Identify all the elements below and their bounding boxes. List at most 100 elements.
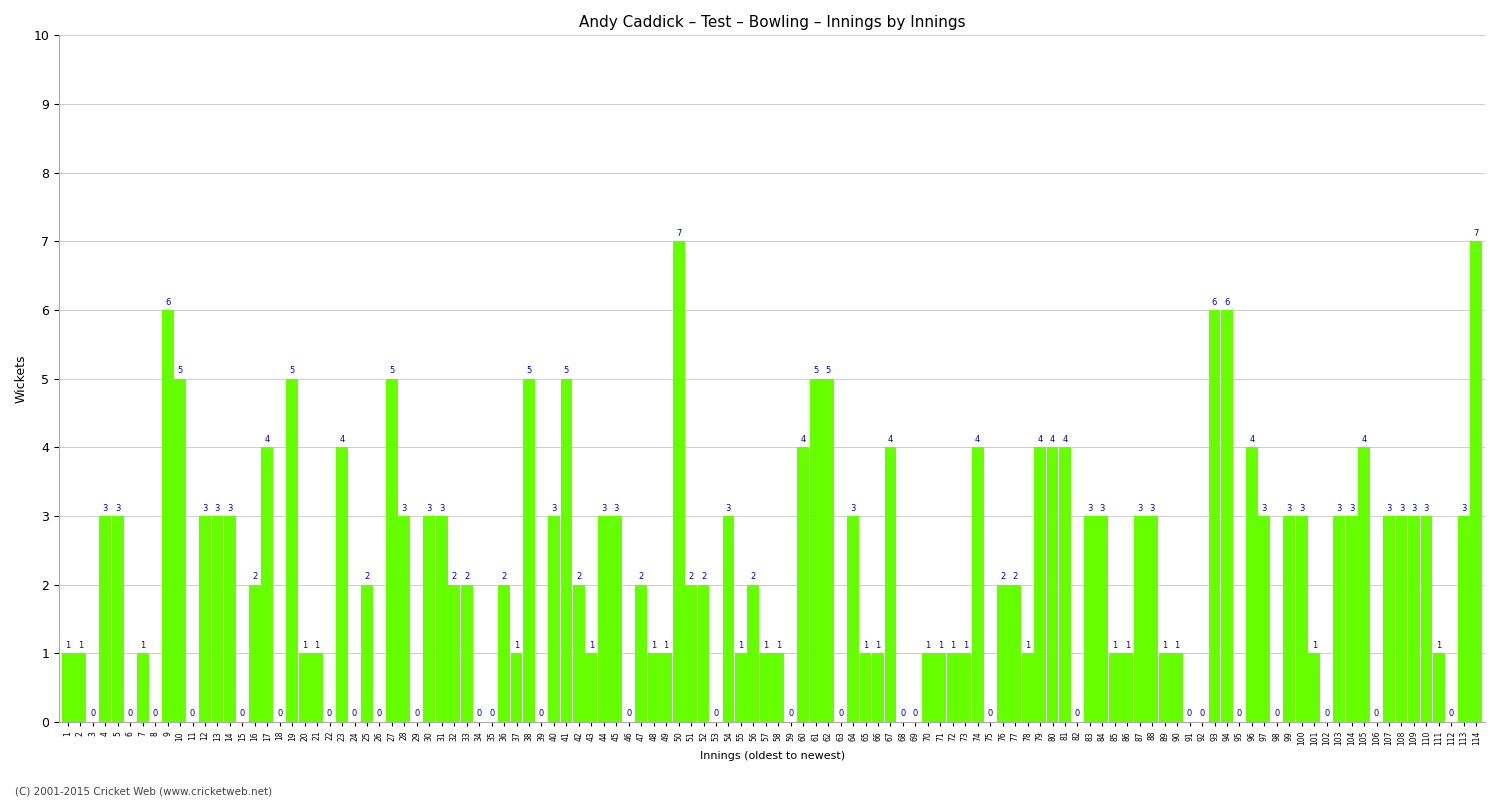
Text: 0: 0	[352, 710, 357, 718]
Bar	[1408, 516, 1420, 722]
Bar	[1084, 516, 1096, 722]
Text: 6: 6	[1224, 298, 1230, 306]
Text: 0: 0	[626, 710, 632, 718]
Text: 2: 2	[452, 572, 458, 581]
Bar	[261, 447, 273, 722]
Bar	[660, 654, 672, 722]
Text: 2: 2	[639, 572, 644, 581]
Text: 3: 3	[726, 503, 730, 513]
Text: 3: 3	[552, 503, 556, 513]
Text: 1: 1	[876, 641, 880, 650]
Bar	[996, 585, 1008, 722]
Text: 1: 1	[140, 641, 146, 650]
Bar	[510, 654, 522, 722]
Bar	[772, 654, 784, 722]
Bar	[1172, 654, 1184, 722]
Bar	[112, 516, 123, 722]
Text: 1: 1	[926, 641, 930, 650]
Text: 1: 1	[1112, 641, 1118, 650]
Text: 6: 6	[165, 298, 171, 306]
Text: 1: 1	[938, 641, 944, 650]
Bar	[1395, 516, 1407, 722]
Text: 3: 3	[102, 503, 108, 513]
Bar	[698, 585, 709, 722]
Text: 4: 4	[975, 435, 981, 444]
Bar	[1296, 516, 1308, 722]
Bar	[286, 378, 298, 722]
Text: 0: 0	[900, 710, 906, 718]
Text: 1: 1	[66, 641, 70, 650]
Bar	[298, 654, 310, 722]
Text: 4: 4	[1062, 435, 1068, 444]
Text: 5: 5	[526, 366, 531, 375]
Text: 0: 0	[477, 710, 482, 718]
Text: 3: 3	[602, 503, 606, 513]
Text: 2: 2	[252, 572, 258, 581]
Text: 0: 0	[839, 710, 843, 718]
Text: 0: 0	[376, 710, 382, 718]
Text: 0: 0	[153, 710, 158, 718]
Bar	[1470, 242, 1482, 722]
Bar	[460, 585, 472, 722]
Text: 3: 3	[1088, 503, 1092, 513]
Text: 0: 0	[1200, 710, 1204, 718]
Y-axis label: Wickets: Wickets	[15, 354, 28, 403]
Text: 1: 1	[663, 641, 669, 650]
Text: 3: 3	[1299, 503, 1305, 513]
Text: 1: 1	[738, 641, 744, 650]
Bar	[810, 378, 822, 722]
Text: 3: 3	[1137, 503, 1143, 513]
Bar	[885, 447, 897, 722]
Bar	[735, 654, 747, 722]
Bar	[211, 516, 223, 722]
Text: 4: 4	[1050, 435, 1054, 444]
Bar	[561, 378, 573, 722]
Text: 3: 3	[1424, 503, 1430, 513]
Text: 1: 1	[1437, 641, 1442, 650]
Text: 0: 0	[1186, 710, 1192, 718]
Text: 1: 1	[950, 641, 956, 650]
Text: 2: 2	[1013, 572, 1017, 581]
Text: 1: 1	[78, 641, 82, 650]
Bar	[1358, 447, 1370, 722]
Text: 3: 3	[1149, 503, 1155, 513]
Bar	[448, 585, 460, 722]
Title: Andy Caddick – Test – Bowling – Innings by Innings: Andy Caddick – Test – Bowling – Innings …	[579, 15, 966, 30]
Bar	[871, 654, 883, 722]
Bar	[747, 585, 759, 722]
Text: 6: 6	[1212, 298, 1216, 306]
Text: 1: 1	[1174, 641, 1180, 650]
Text: 1: 1	[776, 641, 782, 650]
Bar	[1134, 516, 1146, 722]
Text: 1: 1	[1162, 641, 1167, 650]
Text: 2: 2	[1000, 572, 1005, 581]
Text: 0: 0	[1374, 710, 1378, 718]
Text: 0: 0	[1449, 710, 1454, 718]
Text: 0: 0	[240, 710, 244, 718]
Bar	[362, 585, 374, 722]
Text: 0: 0	[1238, 710, 1242, 718]
Bar	[1059, 447, 1071, 722]
Bar	[1432, 654, 1444, 722]
Text: 3: 3	[426, 503, 432, 513]
Bar	[548, 516, 560, 722]
Bar	[1246, 447, 1258, 722]
Text: 2: 2	[364, 572, 369, 581]
Bar	[310, 654, 322, 722]
Text: 2: 2	[700, 572, 706, 581]
Bar	[423, 516, 435, 722]
Bar	[1346, 516, 1358, 722]
Text: 0: 0	[788, 710, 794, 718]
Bar	[62, 654, 74, 722]
Text: 0: 0	[90, 710, 96, 718]
Bar	[1258, 516, 1270, 722]
Text: 5: 5	[813, 366, 819, 375]
Text: 0: 0	[327, 710, 332, 718]
Text: 2: 2	[752, 572, 756, 581]
Bar	[1096, 516, 1108, 722]
Bar	[598, 516, 609, 722]
Bar	[1160, 654, 1170, 722]
Bar	[174, 378, 186, 722]
Bar	[960, 654, 970, 722]
Text: 3: 3	[402, 503, 406, 513]
